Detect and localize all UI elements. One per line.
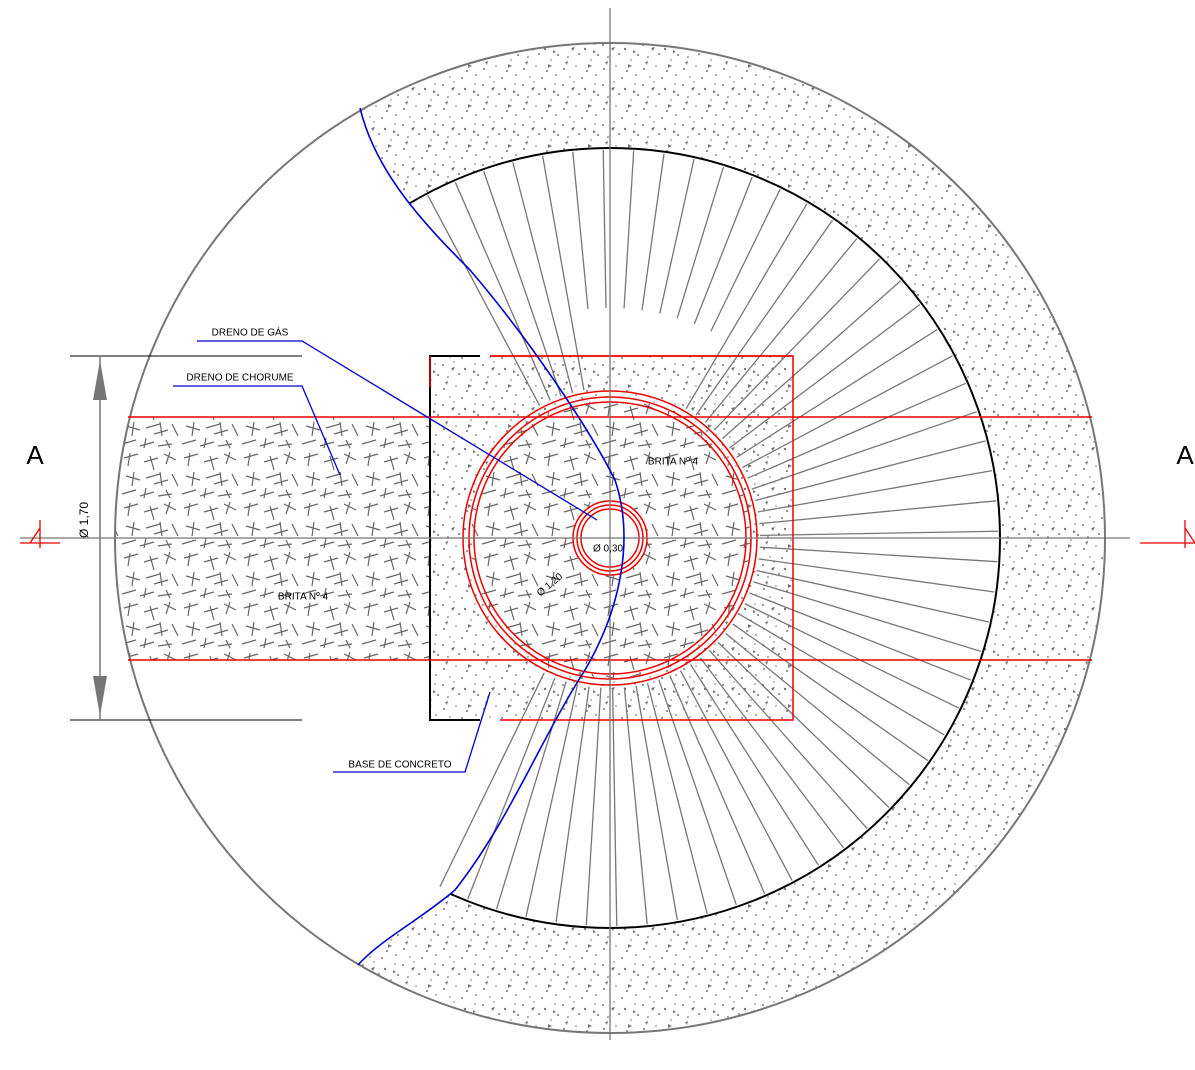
radial-line	[572, 151, 589, 310]
radial-line	[512, 162, 574, 393]
label: BRITA Nº 4	[648, 457, 699, 468]
section-markers	[20, 520, 1195, 548]
dimension	[70, 355, 302, 721]
label: Ø 0,30	[593, 544, 623, 555]
radial-line	[676, 166, 725, 319]
radial-line	[525, 684, 579, 917]
radial-line	[641, 153, 665, 311]
radial-line	[555, 686, 590, 923]
radial-line	[757, 469, 993, 513]
label: DRENO DE GÁS	[212, 326, 289, 339]
radial-line	[585, 687, 602, 926]
radial-line	[759, 546, 998, 563]
label: Ø 1,70	[77, 502, 91, 538]
radial-line	[541, 155, 585, 391]
radial-line	[759, 500, 997, 525]
radial-line	[659, 159, 695, 314]
section-label: A	[26, 440, 44, 470]
center-lines	[20, 8, 1130, 1040]
radial-line	[759, 530, 998, 537]
radial-line	[623, 687, 648, 925]
leaders	[173, 340, 598, 773]
radial-line	[602, 150, 607, 309]
radial-line	[611, 687, 618, 926]
radial-line	[693, 176, 753, 325]
radial-line	[758, 558, 995, 593]
label: BASE DE CONCRETO	[348, 760, 451, 771]
radial-line	[646, 683, 708, 914]
radial-line	[710, 188, 781, 332]
label: BRITA Nº 4	[278, 592, 329, 603]
radial-line	[635, 685, 679, 921]
label: DRENO DE CHORUME	[186, 373, 294, 384]
radial-line	[623, 150, 635, 309]
boundary-curve	[357, 107, 625, 966]
radial-line	[756, 569, 989, 623]
section-label: A	[1176, 440, 1194, 470]
